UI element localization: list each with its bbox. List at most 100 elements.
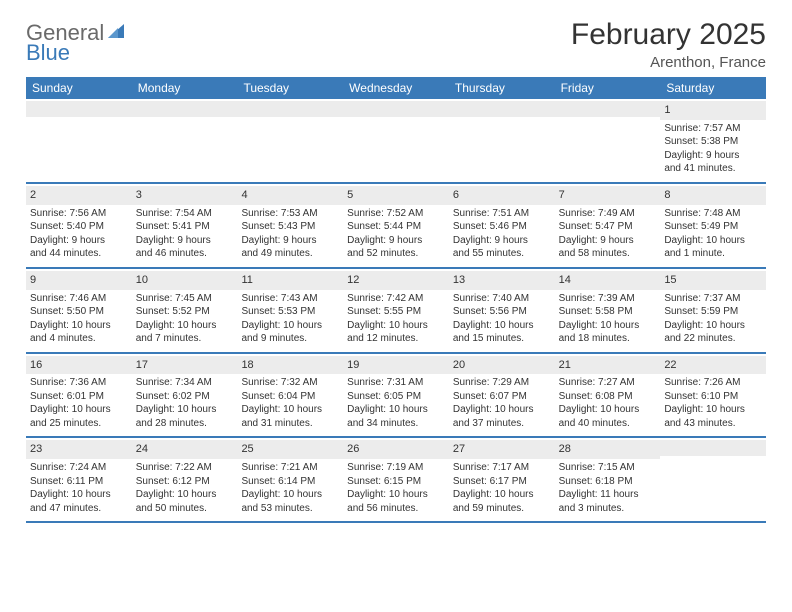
week-row: 2Sunrise: 7:56 AMSunset: 5:40 PMDaylight… — [26, 184, 766, 269]
day-cell — [449, 99, 555, 182]
sunrise-text: Sunrise: 7:54 AM — [136, 207, 234, 221]
sunset-text: Sunset: 5:41 PM — [136, 220, 234, 234]
sunset-text: Sunset: 5:59 PM — [664, 305, 762, 319]
daylight-text: Daylight: 10 hours — [30, 403, 128, 417]
day-number: 10 — [132, 271, 238, 290]
daylight-text: and 50 minutes. — [136, 502, 234, 516]
daylight-text: and 52 minutes. — [347, 247, 445, 261]
sunrise-text: Sunrise: 7:39 AM — [559, 292, 657, 306]
day-number: 19 — [343, 356, 449, 375]
daylight-text: and 40 minutes. — [559, 417, 657, 431]
day-cell: 21Sunrise: 7:27 AMSunset: 6:08 PMDayligh… — [555, 354, 661, 437]
sunset-text: Sunset: 5:56 PM — [453, 305, 551, 319]
weekday-header: Tuesday — [237, 77, 343, 99]
daylight-text: and 46 minutes. — [136, 247, 234, 261]
sunset-text: Sunset: 6:05 PM — [347, 390, 445, 404]
sunset-text: Sunset: 5:50 PM — [30, 305, 128, 319]
sunrise-text: Sunrise: 7:27 AM — [559, 376, 657, 390]
day-number — [237, 101, 343, 117]
location-text: Arenthon, France — [571, 54, 766, 71]
day-number: 14 — [555, 271, 661, 290]
sunset-text: Sunset: 6:12 PM — [136, 475, 234, 489]
day-cell: 17Sunrise: 7:34 AMSunset: 6:02 PMDayligh… — [132, 354, 238, 437]
day-cell — [237, 99, 343, 182]
day-number: 12 — [343, 271, 449, 290]
sunset-text: Sunset: 6:10 PM — [664, 390, 762, 404]
sunrise-text: Sunrise: 7:45 AM — [136, 292, 234, 306]
sunset-text: Sunset: 6:11 PM — [30, 475, 128, 489]
day-cell: 7Sunrise: 7:49 AMSunset: 5:47 PMDaylight… — [555, 184, 661, 267]
daylight-text: Daylight: 10 hours — [559, 403, 657, 417]
daylight-text: and 58 minutes. — [559, 247, 657, 261]
day-cell — [555, 99, 661, 182]
day-cell: 22Sunrise: 7:26 AMSunset: 6:10 PMDayligh… — [660, 354, 766, 437]
weekday-header: Thursday — [449, 77, 555, 99]
daylight-text: Daylight: 10 hours — [136, 319, 234, 333]
sunrise-text: Sunrise: 7:34 AM — [136, 376, 234, 390]
day-cell: 23Sunrise: 7:24 AMSunset: 6:11 PMDayligh… — [26, 438, 132, 521]
day-number — [343, 101, 449, 117]
sunrise-text: Sunrise: 7:31 AM — [347, 376, 445, 390]
daylight-text: and 9 minutes. — [241, 332, 339, 346]
sunset-text: Sunset: 6:17 PM — [453, 475, 551, 489]
weekday-header: Wednesday — [343, 77, 449, 99]
daylight-text: Daylight: 10 hours — [453, 488, 551, 502]
sunrise-text: Sunrise: 7:17 AM — [453, 461, 551, 475]
weekday-header: Monday — [132, 77, 238, 99]
sunrise-text: Sunrise: 7:52 AM — [347, 207, 445, 221]
sunset-text: Sunset: 6:18 PM — [559, 475, 657, 489]
weekday-header: Friday — [555, 77, 661, 99]
day-number: 25 — [237, 440, 343, 459]
day-number: 26 — [343, 440, 449, 459]
daylight-text: Daylight: 9 hours — [559, 234, 657, 248]
daylight-text: and 47 minutes. — [30, 502, 128, 516]
day-number: 1 — [660, 101, 766, 120]
day-cell: 13Sunrise: 7:40 AMSunset: 5:56 PMDayligh… — [449, 269, 555, 352]
sunrise-text: Sunrise: 7:21 AM — [241, 461, 339, 475]
daylight-text: and 1 minute. — [664, 247, 762, 261]
day-number — [449, 101, 555, 117]
sunset-text: Sunset: 5:43 PM — [241, 220, 339, 234]
month-title: February 2025 — [571, 18, 766, 52]
day-number: 17 — [132, 356, 238, 375]
weekday-header: Saturday — [660, 77, 766, 99]
daylight-text: and 3 minutes. — [559, 502, 657, 516]
sunset-text: Sunset: 6:04 PM — [241, 390, 339, 404]
daylight-text: Daylight: 10 hours — [453, 403, 551, 417]
week-row: 16Sunrise: 7:36 AMSunset: 6:01 PMDayligh… — [26, 354, 766, 439]
daylight-text: Daylight: 10 hours — [241, 403, 339, 417]
day-number: 15 — [660, 271, 766, 290]
daylight-text: and 49 minutes. — [241, 247, 339, 261]
day-cell: 8Sunrise: 7:48 AMSunset: 5:49 PMDaylight… — [660, 184, 766, 267]
day-number: 21 — [555, 356, 661, 375]
day-number: 16 — [26, 356, 132, 375]
sunset-text: Sunset: 6:14 PM — [241, 475, 339, 489]
brand-word-2: Blue — [26, 40, 70, 65]
sunrise-text: Sunrise: 7:32 AM — [241, 376, 339, 390]
sunrise-text: Sunrise: 7:40 AM — [453, 292, 551, 306]
daylight-text: Daylight: 10 hours — [136, 403, 234, 417]
day-cell: 2Sunrise: 7:56 AMSunset: 5:40 PMDaylight… — [26, 184, 132, 267]
daylight-text: Daylight: 10 hours — [347, 403, 445, 417]
daylight-text: and 22 minutes. — [664, 332, 762, 346]
daylight-text: Daylight: 9 hours — [30, 234, 128, 248]
daylight-text: and 37 minutes. — [453, 417, 551, 431]
day-number: 8 — [660, 186, 766, 205]
day-number: 20 — [449, 356, 555, 375]
weekday-header: Sunday — [26, 77, 132, 99]
day-cell: 5Sunrise: 7:52 AMSunset: 5:44 PMDaylight… — [343, 184, 449, 267]
day-number: 6 — [449, 186, 555, 205]
day-number: 27 — [449, 440, 555, 459]
daylight-text: Daylight: 10 hours — [664, 234, 762, 248]
daylight-text: Daylight: 11 hours — [559, 488, 657, 502]
day-cell — [26, 99, 132, 182]
title-block: February 2025 Arenthon, France — [571, 18, 766, 71]
header: General Blue February 2025 Arenthon, Fra… — [26, 18, 766, 71]
daylight-text: and 28 minutes. — [136, 417, 234, 431]
daylight-text: and 55 minutes. — [453, 247, 551, 261]
sunrise-text: Sunrise: 7:43 AM — [241, 292, 339, 306]
day-cell: 24Sunrise: 7:22 AMSunset: 6:12 PMDayligh… — [132, 438, 238, 521]
daylight-text: and 7 minutes. — [136, 332, 234, 346]
day-cell — [132, 99, 238, 182]
daylight-text: Daylight: 10 hours — [30, 488, 128, 502]
